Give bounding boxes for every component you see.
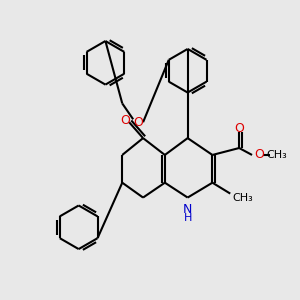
Text: O: O (133, 116, 143, 129)
Text: O: O (234, 122, 244, 135)
Text: O: O (120, 114, 130, 127)
Text: CH₃: CH₃ (233, 193, 254, 202)
Text: H: H (184, 213, 192, 224)
Text: N: N (183, 203, 192, 216)
Text: O: O (254, 148, 264, 161)
Text: CH₃: CH₃ (266, 150, 287, 160)
